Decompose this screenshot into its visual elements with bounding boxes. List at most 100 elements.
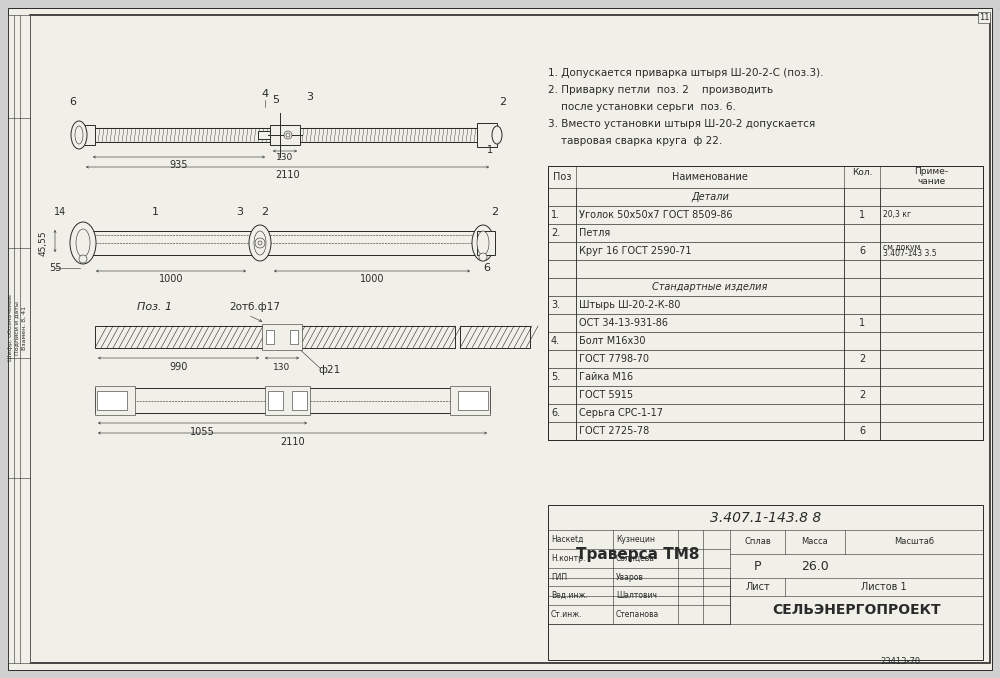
Text: Серьга СРС-1-17: Серьга СРС-1-17 (579, 408, 663, 418)
Text: 1.: 1. (551, 210, 560, 220)
Text: 23413-70: 23413-70 (880, 657, 920, 666)
Circle shape (286, 133, 290, 137)
Circle shape (258, 241, 262, 245)
Bar (548, 332, 576, 350)
Text: Взамен. 8, 41: Взамен. 8, 41 (22, 306, 26, 350)
Text: 935: 935 (170, 160, 188, 170)
Bar (268, 391, 283, 410)
Bar (880, 278, 983, 296)
Text: Уголок 50х50х7 ГОСТ 8509-86: Уголок 50х50х7 ГОСТ 8509-86 (579, 210, 732, 220)
Text: Ст.инж.: Ст.инж. (551, 610, 583, 619)
Text: 1: 1 (152, 207, 158, 217)
Ellipse shape (75, 126, 83, 144)
Circle shape (479, 253, 487, 261)
Bar (844, 296, 880, 314)
Text: 5.: 5. (551, 372, 560, 382)
Text: Листов 1: Листов 1 (861, 582, 907, 592)
Circle shape (79, 255, 87, 263)
Text: Круг 16 ГОСТ 2590-71: Круг 16 ГОСТ 2590-71 (579, 246, 692, 256)
Ellipse shape (76, 229, 90, 257)
Bar (880, 296, 983, 314)
Bar (576, 188, 844, 206)
Bar (576, 422, 844, 440)
Circle shape (284, 131, 292, 139)
Text: Детали: Детали (691, 192, 729, 202)
Bar (844, 314, 880, 332)
Bar (262, 324, 302, 350)
Text: 3.: 3. (551, 300, 560, 310)
Bar (844, 224, 880, 242)
Bar (93, 231, 477, 255)
Bar (844, 332, 880, 350)
Text: Болт М16х30: Болт М16х30 (579, 336, 646, 346)
Bar (880, 404, 983, 422)
Circle shape (255, 238, 265, 248)
Text: 2: 2 (261, 207, 269, 217)
Text: Сплав: Сплав (744, 538, 771, 546)
Text: ф21: ф21 (318, 365, 340, 375)
Bar (844, 386, 880, 404)
Text: 1000: 1000 (360, 274, 384, 284)
Bar (844, 278, 880, 296)
Bar (95, 388, 490, 413)
Text: 4.: 4. (551, 336, 560, 346)
Bar (880, 422, 983, 440)
Text: Уваров: Уваров (616, 572, 644, 582)
Text: 6: 6 (859, 426, 865, 436)
Text: 11: 11 (979, 13, 989, 22)
Text: 2. Приварку петли  поз. 2    производить: 2. Приварку петли поз. 2 производить (548, 85, 773, 95)
Text: 55: 55 (49, 263, 61, 273)
Text: чание: чание (917, 177, 946, 186)
Text: 1: 1 (487, 145, 493, 155)
Text: после установки серьги  поз. 6.: после установки серьги поз. 6. (548, 102, 736, 112)
Ellipse shape (71, 121, 87, 149)
Bar (258, 131, 270, 139)
Bar (95, 326, 455, 348)
Text: 6.: 6. (551, 408, 560, 418)
Bar (450, 386, 490, 415)
Text: 2отб.ф17: 2отб.ф17 (230, 302, 280, 312)
Bar (880, 314, 983, 332)
Bar (460, 326, 530, 348)
Text: 2: 2 (859, 354, 865, 364)
Bar (270, 125, 300, 145)
Bar (880, 368, 983, 386)
Text: 5: 5 (272, 95, 280, 105)
Text: 6: 6 (484, 263, 490, 273)
Text: Поз: Поз (553, 172, 571, 182)
Bar (576, 350, 844, 368)
Bar (292, 391, 307, 410)
Bar (576, 260, 844, 278)
Bar (477, 231, 495, 255)
Bar (548, 422, 576, 440)
Bar (880, 332, 983, 350)
Bar (844, 422, 880, 440)
Bar (880, 242, 983, 260)
Text: Поз. 1: Поз. 1 (137, 302, 173, 312)
Bar (576, 386, 844, 404)
Text: 6: 6 (859, 246, 865, 256)
Text: 3: 3 (306, 92, 314, 102)
Bar (548, 314, 576, 332)
Text: Степанова: Степанова (616, 610, 659, 619)
Text: 1055: 1055 (190, 427, 215, 437)
Bar (844, 260, 880, 278)
Text: Лист: Лист (745, 582, 770, 592)
Text: 1. Допускается приварка штыря Ш-20-2-С (поз.3).: 1. Допускается приварка штыря Ш-20-2-С (… (548, 68, 824, 78)
Text: Масштаб: Масштаб (894, 538, 934, 546)
Text: Кузнецин: Кузнецин (616, 535, 655, 544)
Bar (266, 330, 274, 344)
Bar (477, 123, 497, 147)
Text: 2110: 2110 (275, 170, 300, 180)
Text: 14: 14 (54, 207, 66, 217)
Bar (548, 206, 576, 224)
Text: Приме-: Приме- (914, 167, 949, 176)
Text: 130: 130 (276, 153, 294, 163)
Text: 1: 1 (859, 210, 865, 220)
Text: Р: Р (754, 559, 761, 572)
Text: 45,55: 45,55 (38, 231, 48, 256)
Bar (880, 260, 983, 278)
Text: 3.407.1-143.8 8: 3.407.1-143.8 8 (710, 511, 821, 525)
Bar (978, 12, 990, 23)
Bar (548, 296, 576, 314)
